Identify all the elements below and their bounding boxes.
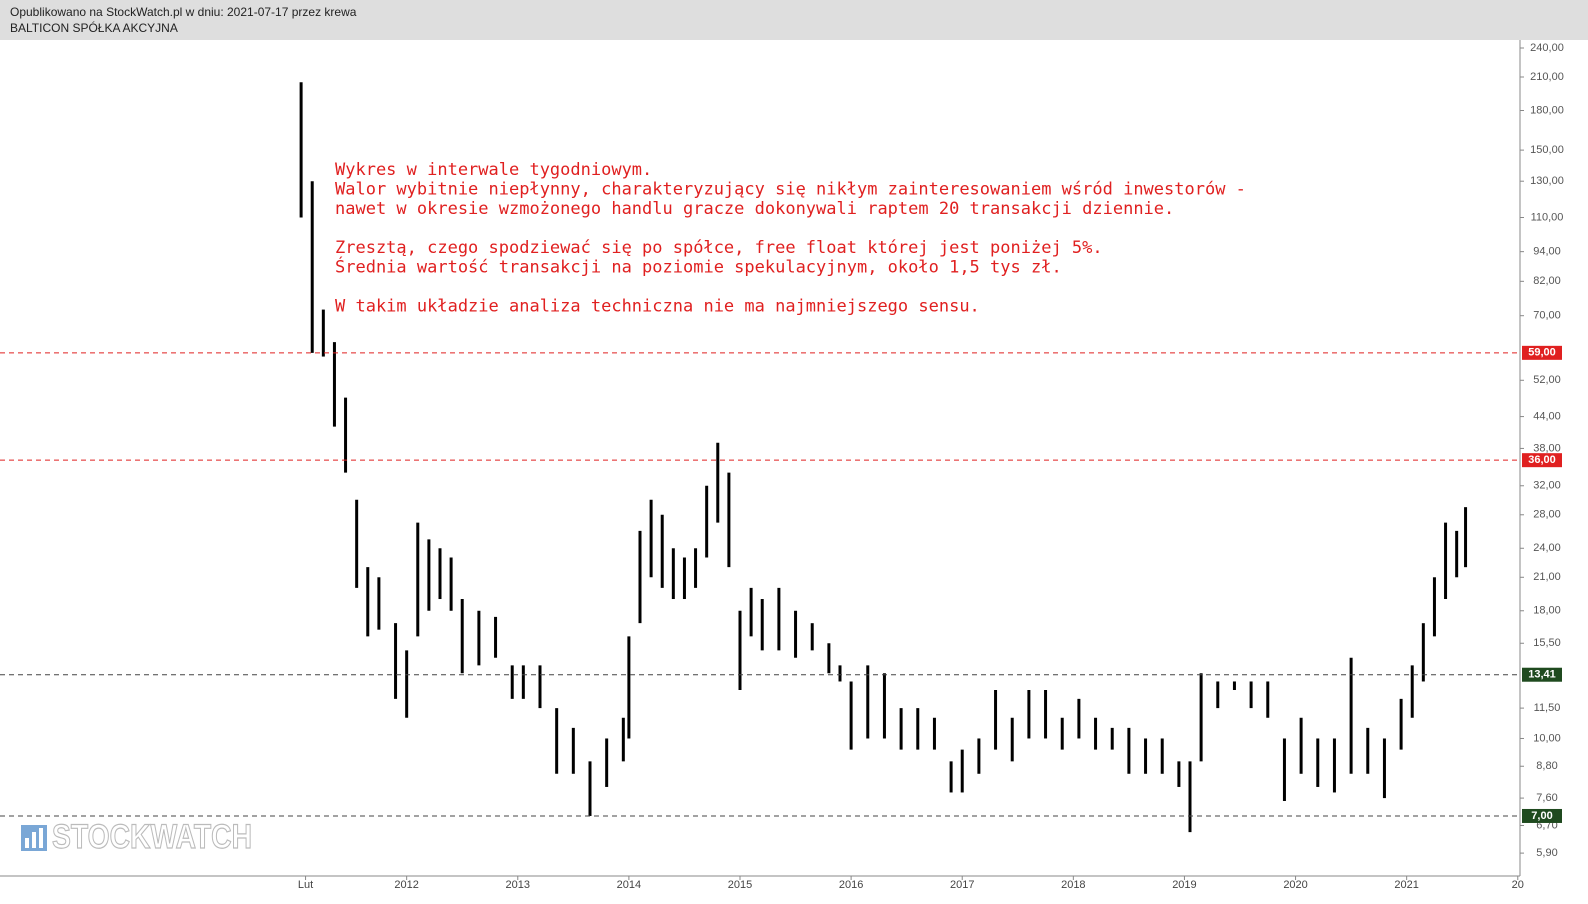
x-tick-label: 2017	[950, 879, 974, 891]
annotation-line: Wykres w interwale tygodniowym.	[335, 160, 652, 180]
y-tick-label: 94,00	[1533, 246, 1561, 258]
level-label: 7,00	[1531, 810, 1552, 822]
y-tick-label: 70,00	[1533, 310, 1561, 322]
annotation-line: Średnia wartość transakcji na poziomie s…	[335, 256, 1062, 278]
x-tick-label: 2012	[394, 879, 418, 891]
y-tick-label: 44,00	[1533, 410, 1561, 422]
y-tick-label: 10,00	[1533, 732, 1561, 744]
x-tick-label: 2018	[1061, 879, 1085, 891]
company-name: BALTICON SPÓŁKA AKCYJNA	[10, 21, 178, 35]
x-tick-label: 2020	[1283, 879, 1307, 891]
y-tick-label: 150,00	[1530, 144, 1564, 156]
x-tick-label: 2013	[506, 879, 530, 891]
y-tick-label: 32,00	[1533, 480, 1561, 492]
level-label-box	[1522, 345, 1562, 360]
y-tick-label: 7,60	[1536, 792, 1557, 804]
y-tick-label: 82,00	[1533, 275, 1561, 287]
watermark-text: STOCKWATCH	[52, 818, 252, 856]
level-label-box	[1522, 667, 1562, 682]
y-tick-label: 18,00	[1533, 605, 1561, 617]
level-label: 36,00	[1528, 454, 1556, 466]
y-tick-label: 21,00	[1533, 571, 1561, 583]
header: Opublikowano na StockWatch.pl w dniu: 20…	[0, 0, 1588, 40]
annotation-line: W takim układzie analiza techniczna nie …	[335, 297, 980, 317]
level-label-box	[1522, 453, 1562, 468]
y-tick-label: 28,00	[1533, 509, 1561, 521]
annotation-line: Zresztą, czego spodziewać się po spółce,…	[335, 238, 1103, 258]
watermark: STOCKWATCH	[19, 817, 253, 857]
y-tick-label: 130,00	[1530, 175, 1564, 187]
y-tick-label: 15,50	[1533, 637, 1561, 649]
x-tick-label: Lut	[298, 879, 313, 891]
x-tick-label: 2021	[1394, 879, 1418, 891]
x-tick-label: 20	[1512, 879, 1524, 891]
x-tick-label: 2019	[1172, 879, 1196, 891]
y-tick-label: 38,00	[1533, 442, 1561, 454]
level-label: 13,41	[1528, 669, 1556, 681]
published-note: Opublikowano na StockWatch.pl w dniu: 20…	[10, 5, 357, 19]
y-tick-label: 8,80	[1536, 760, 1557, 772]
y-tick-label: 180,00	[1530, 104, 1564, 116]
y-tick-label: 210,00	[1530, 71, 1564, 83]
y-tick-label: 24,00	[1533, 542, 1561, 554]
y-tick-label: 110,00	[1531, 211, 1564, 223]
level-label: 59,00	[1528, 347, 1556, 359]
watermark-icon-bar	[32, 832, 36, 848]
y-tick-label: 52,00	[1533, 374, 1561, 386]
x-tick-label: 2015	[728, 879, 752, 891]
level-label-box	[1522, 808, 1562, 823]
y-tick-label: 11,50	[1534, 702, 1561, 714]
x-tick-label: 2016	[839, 879, 863, 891]
y-tick-label: 5,90	[1536, 847, 1557, 859]
x-tick-label: 2014	[617, 879, 641, 891]
y-tick-label: 240,00	[1530, 42, 1564, 54]
watermark-icon-bar	[25, 838, 29, 848]
annotation-line: Walor wybitnie niepłynny, charakteryzują…	[335, 180, 1246, 200]
watermark-icon-bar	[39, 828, 43, 848]
annotation-line: nawet w okresie wzmożonego handlu gracze…	[335, 199, 1174, 219]
